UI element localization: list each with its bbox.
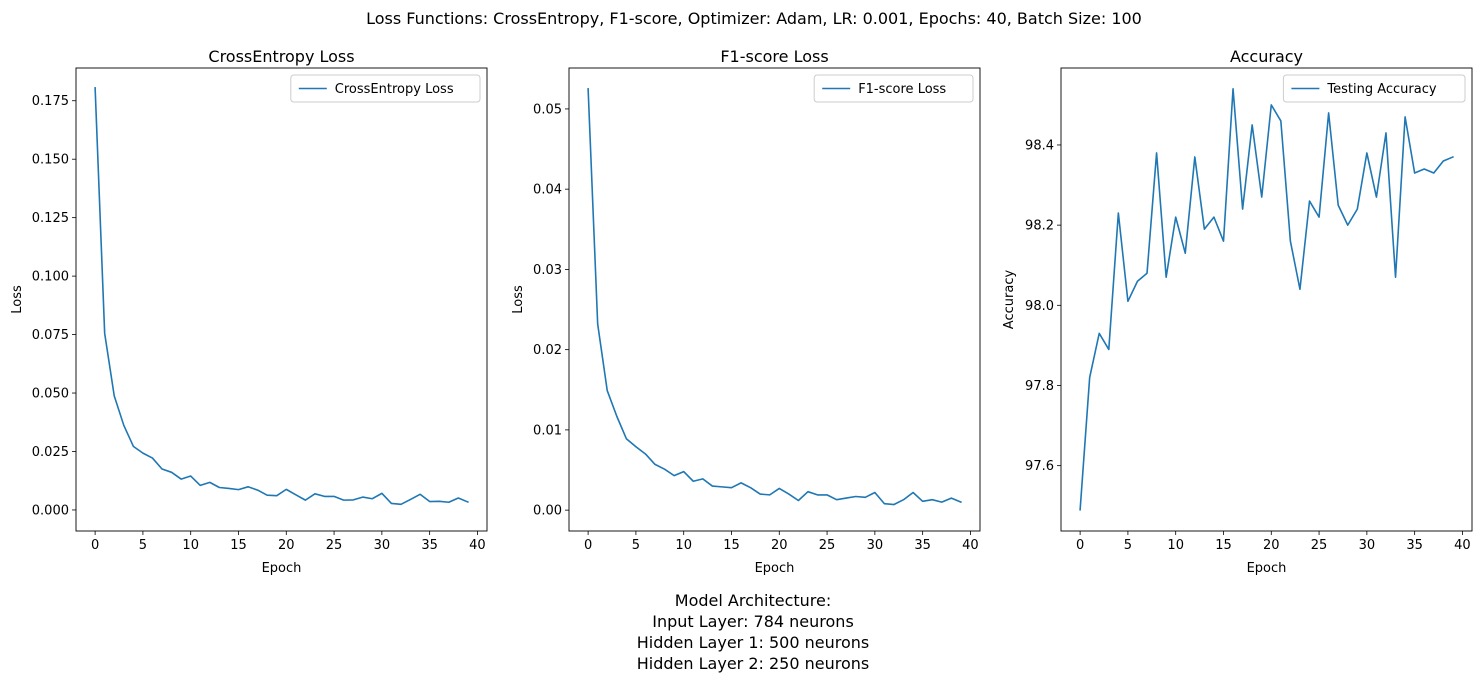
x-tick-label: 25 bbox=[819, 538, 836, 553]
y-tick-label: 97.8 bbox=[1025, 379, 1054, 394]
y-axis-label: Loss bbox=[10, 285, 25, 314]
y-tick-label: 0.00 bbox=[533, 504, 562, 519]
legend: F1-score Loss bbox=[813, 74, 974, 103]
x-tick-label: 40 bbox=[469, 538, 486, 553]
x-axis-label: Epoch bbox=[1247, 561, 1287, 576]
x-tick-label: 25 bbox=[1311, 538, 1328, 553]
chart-title: F1-score Loss bbox=[720, 47, 828, 66]
legend-box bbox=[290, 74, 481, 103]
legend-label: Testing Accuracy bbox=[1326, 82, 1436, 97]
x-tick-label: 35 bbox=[914, 538, 931, 553]
y-tick-label: 0.075 bbox=[32, 328, 69, 343]
x-tick-label: 0 bbox=[1076, 538, 1084, 553]
x-tick-label: 20 bbox=[278, 538, 295, 553]
y-tick-label: 0.025 bbox=[32, 445, 69, 460]
x-tick-label: 35 bbox=[421, 538, 438, 553]
x-tick-label: 25 bbox=[326, 538, 343, 553]
legend-label: CrossEntropy Loss bbox=[335, 82, 454, 97]
x-tick-label: 10 bbox=[675, 538, 692, 553]
y-tick-label: 98.2 bbox=[1025, 219, 1054, 234]
y-tick-label: 0.01 bbox=[533, 423, 562, 438]
architecture-line: Model Architecture: bbox=[675, 591, 831, 610]
x-tick-label: 10 bbox=[182, 538, 199, 553]
axes-frame bbox=[75, 67, 488, 532]
x-tick-label: 5 bbox=[139, 538, 147, 553]
axes-frame bbox=[568, 67, 981, 532]
y-axis-label: Loss bbox=[511, 285, 526, 314]
y-tick-label: 0.175 bbox=[32, 94, 69, 109]
chart-title: CrossEntropy Loss bbox=[208, 47, 354, 66]
y-tick-label: 0.000 bbox=[32, 503, 69, 518]
x-axis-label: Epoch bbox=[755, 561, 795, 576]
x-tick-label: 30 bbox=[374, 538, 391, 553]
x-tick-label: 15 bbox=[723, 538, 740, 553]
x-tick-label: 15 bbox=[230, 538, 247, 553]
x-tick-label: 20 bbox=[1263, 538, 1280, 553]
series-line-2-1 bbox=[587, 88, 962, 506]
legend-box bbox=[1282, 74, 1466, 103]
figure-suptitle: Loss Functions: CrossEntropy, F1-score, … bbox=[366, 9, 1142, 28]
y-tick-label: 0.050 bbox=[32, 387, 69, 402]
x-tick-label: 5 bbox=[1124, 538, 1132, 553]
y-tick-label: 0.125 bbox=[32, 211, 69, 226]
y-tick-label: 0.150 bbox=[32, 153, 69, 168]
x-tick-label: 0 bbox=[584, 538, 592, 553]
y-tick-label: 98.4 bbox=[1025, 138, 1054, 153]
architecture-line: Hidden Layer 2: 250 neurons bbox=[637, 654, 869, 673]
series-line-3-1 bbox=[1079, 88, 1454, 511]
x-tick-label: 30 bbox=[867, 538, 884, 553]
x-tick-label: 40 bbox=[1454, 538, 1471, 553]
chart-panel-2: F1-score Loss 0 5 10 15 20 25 30 35 40 0.00 0.01 0.0… bbox=[511, 47, 981, 576]
axes-frame bbox=[1060, 67, 1473, 532]
y-tick-label: 98.0 bbox=[1025, 299, 1054, 314]
x-tick-label: 20 bbox=[771, 538, 788, 553]
architecture-line: Hidden Layer 1: 500 neurons bbox=[637, 633, 869, 652]
x-tick-label: 30 bbox=[1359, 538, 1376, 553]
y-tick-label: 0.02 bbox=[533, 343, 562, 358]
y-tick-label: 0.04 bbox=[533, 183, 562, 198]
legend-label: F1-score Loss bbox=[858, 82, 946, 97]
y-tick-label: 0.03 bbox=[533, 263, 562, 278]
series-line-1-1 bbox=[94, 87, 469, 506]
legend: CrossEntropy Loss bbox=[290, 74, 481, 103]
x-tick-label: 15 bbox=[1215, 538, 1232, 553]
legend-box bbox=[813, 74, 974, 103]
architecture-line: Input Layer: 784 neurons bbox=[652, 612, 854, 631]
x-tick-label: 40 bbox=[962, 538, 979, 553]
chart-panel-3: Accuracy 0 5 10 15 20 25 30 35 40 97.6 97.8 98.0 98.2… bbox=[1002, 47, 1473, 576]
x-tick-label: 5 bbox=[632, 538, 640, 553]
model-architecture-text: Model Architecture: Input Layer: 784 neur… bbox=[637, 591, 869, 673]
y-axis-label: Accuracy bbox=[1002, 270, 1017, 330]
x-tick-label: 0 bbox=[91, 538, 99, 553]
chart-panel-1: CrossEntropy Loss 0 5 10 15 20 25 30 35 40 0.000 0.… bbox=[10, 47, 488, 576]
y-tick-label: 97.6 bbox=[1025, 459, 1054, 474]
chart-title: Accuracy bbox=[1230, 47, 1303, 66]
y-tick-label: 0.05 bbox=[533, 102, 562, 117]
x-tick-label: 10 bbox=[1167, 538, 1184, 553]
x-tick-label: 35 bbox=[1406, 538, 1423, 553]
y-tick-label: 0.100 bbox=[32, 270, 69, 285]
x-axis-label: Epoch bbox=[262, 561, 302, 576]
legend: Testing Accuracy bbox=[1282, 74, 1466, 103]
